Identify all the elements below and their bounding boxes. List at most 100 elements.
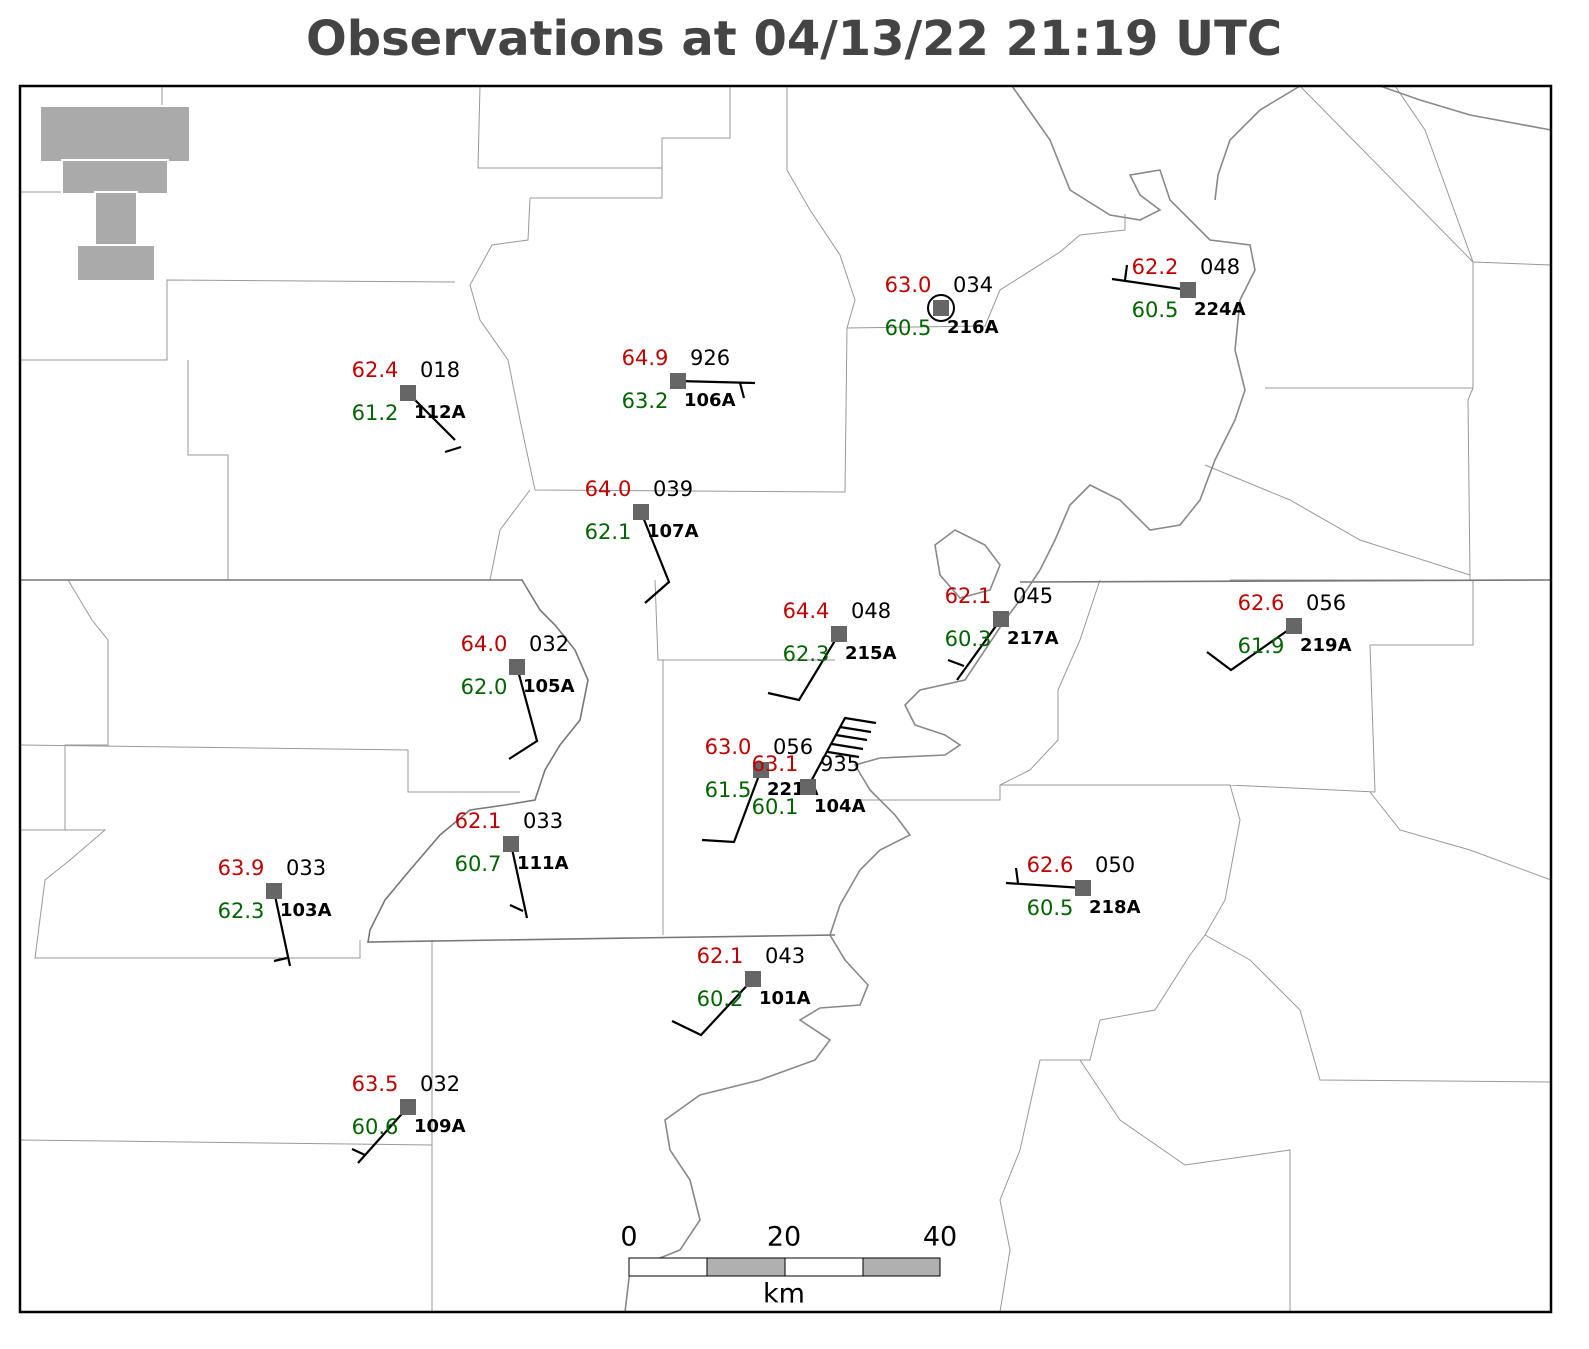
- station-marker: [503, 836, 519, 852]
- pressure: 032: [420, 1072, 460, 1096]
- scale-label: 40: [923, 1222, 957, 1253]
- station-marker: [1180, 282, 1196, 298]
- dewpoint: 63.2: [622, 389, 669, 413]
- dewpoint: 60.5: [1027, 896, 1074, 920]
- pressure: 039: [653, 477, 693, 501]
- dewpoint: 62.0: [461, 675, 508, 699]
- station-id: 219A: [1300, 635, 1352, 656]
- station-id: 112A: [414, 402, 466, 423]
- station: 62.2 048 60.5 224A: [1111, 255, 1246, 322]
- station-marker: [509, 659, 525, 675]
- wind-barb: [671, 978, 754, 1037]
- pressure: 032: [529, 632, 569, 656]
- wind-barb: [508, 666, 539, 760]
- temperature: 63.9: [218, 856, 265, 880]
- station-marker: [831, 626, 847, 642]
- dewpoint: 62.3: [218, 899, 265, 923]
- wind-barb: [1005, 867, 1084, 890]
- pressure: 045: [1013, 584, 1053, 608]
- station: 63.5 032 60.6 109A: [351, 1072, 466, 1164]
- temperature: 62.4: [352, 358, 399, 382]
- station: 64.0 032 62.0 105A: [461, 632, 575, 760]
- pressure: 050: [1095, 853, 1135, 877]
- wind-barb: [639, 511, 671, 604]
- logo: [39, 105, 191, 282]
- temperature: 62.6: [1238, 591, 1285, 615]
- station-marker: [993, 611, 1009, 627]
- dewpoint: 61.2: [352, 401, 399, 425]
- calm-circle: [927, 294, 955, 322]
- station: 62.1 043 60.2 101A: [671, 944, 811, 1037]
- wind-barb: [807, 716, 877, 788]
- dewpoint: 62.3: [783, 642, 830, 666]
- station: 62.6 056 61.9 219A: [1206, 591, 1352, 672]
- temperature: 62.1: [455, 809, 502, 833]
- scale-label: 0: [620, 1222, 637, 1253]
- dewpoint: 61.9: [1238, 634, 1285, 658]
- temperature: 62.1: [697, 944, 744, 968]
- dewpoint: 60.5: [885, 316, 932, 340]
- station-id: 105A: [523, 676, 575, 697]
- temperature: 64.0: [585, 477, 632, 501]
- pressure: 935: [820, 752, 860, 776]
- station-marker: [745, 971, 761, 987]
- station: 62.1 045 60.3 217A: [945, 584, 1059, 681]
- station-id: 106A: [684, 390, 736, 411]
- scale-bar: 0 20 40 km: [620, 1222, 957, 1310]
- station-marker: [753, 762, 769, 778]
- dewpoint: 60.2: [697, 987, 744, 1011]
- station-id: 216A: [947, 317, 999, 338]
- title: Observations at 04/13/22 21:19 UTC: [306, 11, 1282, 67]
- temperature: 62.2: [1132, 255, 1179, 279]
- temperature: 64.4: [783, 599, 830, 623]
- station-id: 107A: [647, 521, 699, 542]
- pressure: 033: [523, 809, 563, 833]
- dewpoint: 60.6: [352, 1115, 399, 1139]
- station-id: 111A: [517, 853, 569, 874]
- station-id: 103A: [280, 900, 332, 921]
- station: 63.0 034 60.5 216A: [885, 273, 999, 340]
- temperature: 62.6: [1027, 853, 1074, 877]
- wind-barb: [351, 1106, 409, 1164]
- wind-barb: [677, 379, 756, 399]
- station-id: 224A: [1194, 299, 1246, 320]
- station: 64.9 926 63.2 106A: [622, 346, 756, 413]
- pressure: 018: [420, 358, 460, 382]
- station-marker: [670, 373, 686, 389]
- stations: 62.4 018 61.2 112A 64.9 926 63.2 106A 63.0 034 60.…: [218, 255, 1352, 1164]
- pressure: 048: [1200, 255, 1240, 279]
- station-id: 104A: [814, 796, 866, 817]
- station-id: 215A: [845, 643, 897, 664]
- dewpoint: 62.1: [585, 520, 632, 544]
- pressure: 043: [765, 944, 805, 968]
- dewpoint: 60.5: [1132, 298, 1179, 322]
- pressure: 033: [286, 856, 326, 880]
- wind-barb: [1111, 264, 1189, 292]
- temperature: 64.0: [461, 632, 508, 656]
- station-marker: [633, 504, 649, 520]
- station: 64.0 039 62.1 107A: [585, 477, 699, 604]
- wind-barb: [947, 618, 1002, 681]
- station-id: 109A: [414, 1116, 466, 1137]
- wind-barb: [272, 890, 292, 967]
- station: 62.6 050 60.5 218A: [1005, 853, 1141, 920]
- temperature: 63.0: [885, 273, 932, 297]
- temperature: 63.5: [352, 1072, 399, 1096]
- station-marker: [933, 300, 949, 316]
- station-marker: [400, 385, 416, 401]
- scale-unit: km: [763, 1279, 805, 1310]
- station: 64.4 048 62.3 215A: [767, 599, 897, 702]
- wind-barb: [509, 843, 529, 919]
- station: 63.9 033 62.3 103A: [218, 856, 332, 967]
- wind-barb: [701, 769, 763, 844]
- temperature: 63.1: [752, 752, 799, 776]
- scale-label: 20: [767, 1222, 801, 1253]
- temperature: 64.9: [622, 346, 669, 370]
- station-marker: [1075, 880, 1091, 896]
- pressure: 034: [953, 273, 993, 297]
- pressure: 926: [690, 346, 730, 370]
- basemap: [18, 84, 1553, 1314]
- station: 62.4 018 61.2 112A: [352, 358, 466, 454]
- dewpoint: 60.1: [752, 795, 799, 819]
